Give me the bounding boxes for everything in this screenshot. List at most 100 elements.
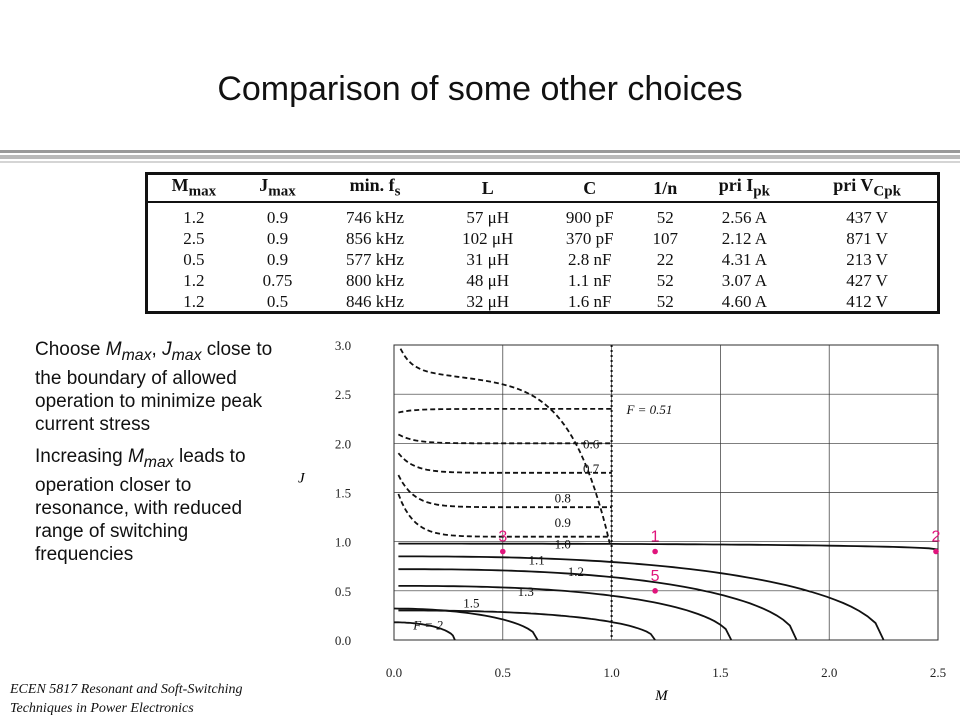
table-cell: 2.12 A — [721, 229, 768, 248]
col-header-minfs: min. fs — [315, 175, 435, 203]
curve-label: 0.9 — [555, 515, 571, 530]
curve-dashed — [399, 348, 611, 545]
table-cell: 370 pF — [565, 229, 614, 248]
curve-solid — [398, 542, 939, 551]
bullet-text: Choose Mmax, Jmax close to the boundary … — [35, 339, 273, 435]
y-tick-label: 1.0 — [335, 535, 351, 550]
chart-grid — [393, 344, 939, 641]
y-tick-label: 1.5 — [335, 486, 351, 501]
table-cell: 846 kHz — [346, 292, 405, 311]
table-cell: 0.5 — [183, 250, 205, 269]
jm-chart: F = 0.51 0.6 0.7 0.8 0.9 1.0 1.1 1.2 1.3 1.5 F = 2… — [298, 338, 946, 704]
x-tick-label: 0.0 — [386, 665, 402, 680]
chart-curves — [393, 348, 939, 641]
footer-line: Techniques in Power Electronics — [10, 701, 194, 716]
divider — [0, 150, 960, 153]
operating-point-marker — [652, 588, 658, 594]
table-header-row: Mmax Jmax min. fs L C 1/n pri Ipk pri VC… — [148, 175, 937, 203]
operating-point-label: 1 — [651, 529, 660, 546]
table-row: 1.2 0.5 846 kHz 32 μH 1.6 nF 52 4.60 A 4… — [148, 291, 937, 312]
table-cell: 1.6 nF — [567, 292, 612, 311]
table-cell: 57 μH — [466, 208, 510, 227]
table-cell: 0.5 — [266, 292, 289, 311]
curve-label: 0.8 — [555, 490, 571, 505]
table-cell: 1.2 — [183, 271, 205, 290]
curve-label: 1.2 — [568, 564, 584, 579]
table-cell: 32 μH — [466, 292, 510, 311]
table-cell: 2.5 — [183, 229, 205, 248]
col-header-ipk: pri Ipk — [691, 175, 798, 203]
col-header-jmax: Jmax — [239, 175, 316, 203]
divider — [0, 161, 960, 163]
table-cell: 2.56 A — [721, 208, 768, 227]
table-cell: 900 pF — [565, 208, 614, 227]
x-tick-label: 1.5 — [712, 665, 728, 680]
table-cell: 52 — [656, 292, 674, 311]
col-header-vcpk: pri VCpk — [797, 175, 937, 203]
col-header-turns: 1/n — [638, 175, 692, 203]
col-header-mmax: Mmax — [148, 175, 240, 203]
x-tick-label: 2.5 — [930, 665, 946, 680]
y-tick-label: 2.5 — [335, 387, 351, 402]
curve-label: 1.0 — [555, 537, 571, 552]
table-cell: 4.31 A — [721, 250, 768, 269]
curve-label: F = 2 — [412, 617, 443, 632]
curve-solid — [393, 607, 539, 641]
x-tick-label: 2.0 — [821, 665, 837, 680]
table-cell: 437 V — [846, 208, 888, 227]
comparison-table: Mmax Jmax min. fs L C 1/n pri Ipk pri VC… — [145, 172, 940, 314]
operating-point-marker — [652, 548, 658, 555]
table-cell: 1.2 — [183, 292, 205, 311]
footer: ECEN 5817 Resonant and Soft-Switching Te… — [10, 680, 243, 718]
table-cell: 1.1 nF — [567, 271, 612, 290]
y-tick-label: 0.0 — [335, 633, 351, 648]
table-cell: 52 — [656, 208, 674, 227]
curve-dashed — [397, 474, 612, 509]
curve-label: 0.7 — [583, 461, 600, 476]
table-cell: 31 μH — [466, 250, 510, 269]
y-tick-label: 2.0 — [335, 436, 351, 451]
table-cell: 2.8 nF — [567, 250, 612, 269]
x-tick-label: 1.0 — [603, 665, 619, 680]
table-cell: 3.07 A — [721, 271, 768, 290]
footer-line: ECEN 5817 Resonant and Soft-Switching — [10, 682, 243, 697]
y-axis-label: J — [298, 471, 306, 487]
table-cell: 0.9 — [266, 250, 289, 269]
curve-solid — [398, 555, 885, 641]
curve-label: 1.5 — [463, 596, 479, 611]
curve-solid — [398, 585, 733, 641]
operating-point-marker — [933, 548, 939, 555]
curve-labels: F = 0.51 0.6 0.7 0.8 0.9 1.0 1.1 1.2 1.3 1.5 F = 2 — [412, 402, 672, 632]
x-tick-label: 0.5 — [495, 665, 511, 680]
table-cell: 4.60 A — [721, 292, 768, 311]
table-cell: 107 — [652, 229, 679, 248]
x-axis-label: M — [654, 688, 669, 704]
curve-dashed — [397, 452, 612, 474]
table-cell: 48 μH — [466, 271, 510, 290]
col-header-c: C — [540, 175, 639, 203]
operating-point-label: 2 — [932, 529, 941, 546]
table-cell: 0.75 — [262, 271, 293, 290]
table-cell: 102 μH — [462, 229, 514, 248]
operating-point-label: 5 — [651, 568, 660, 585]
table-cell: 746 kHz — [346, 208, 405, 227]
operating-points: 1 2 3 5 — [498, 529, 941, 594]
bullet-list: Choose Mmax, Jmax close to the boundary … — [35, 338, 290, 575]
table-cell: 52 — [656, 271, 674, 290]
divider — [0, 155, 960, 159]
table-cell: 1.2 — [183, 208, 205, 227]
table-cell: 213 V — [846, 250, 888, 269]
table-row: 0.5 0.9 577 kHz 31 μH 2.8 nF 22 4.31 A 2… — [148, 249, 937, 270]
operating-point-label: 3 — [498, 529, 507, 546]
curve-dashed — [397, 433, 612, 445]
page-title: Comparison of some other choices — [217, 70, 743, 108]
table-cell: 22 — [656, 250, 674, 269]
curve-solid — [394, 621, 456, 641]
table-row: 2.5 0.9 856 kHz 102 μH 370 pF 107 2.12 A… — [148, 228, 937, 249]
tick-labels: 0.0 0.5 1.0 1.5 2.0 2.5 0.0 0.5 1.0 1.5 2.0 2.5 3.0 — [335, 338, 946, 680]
table-cell: 871 V — [846, 229, 888, 248]
curve-label: 1.3 — [518, 584, 534, 599]
table-cell: 0.9 — [266, 208, 289, 227]
curve-label: F = 0.51 — [625, 402, 672, 417]
curve-label: 1.1 — [529, 552, 545, 567]
